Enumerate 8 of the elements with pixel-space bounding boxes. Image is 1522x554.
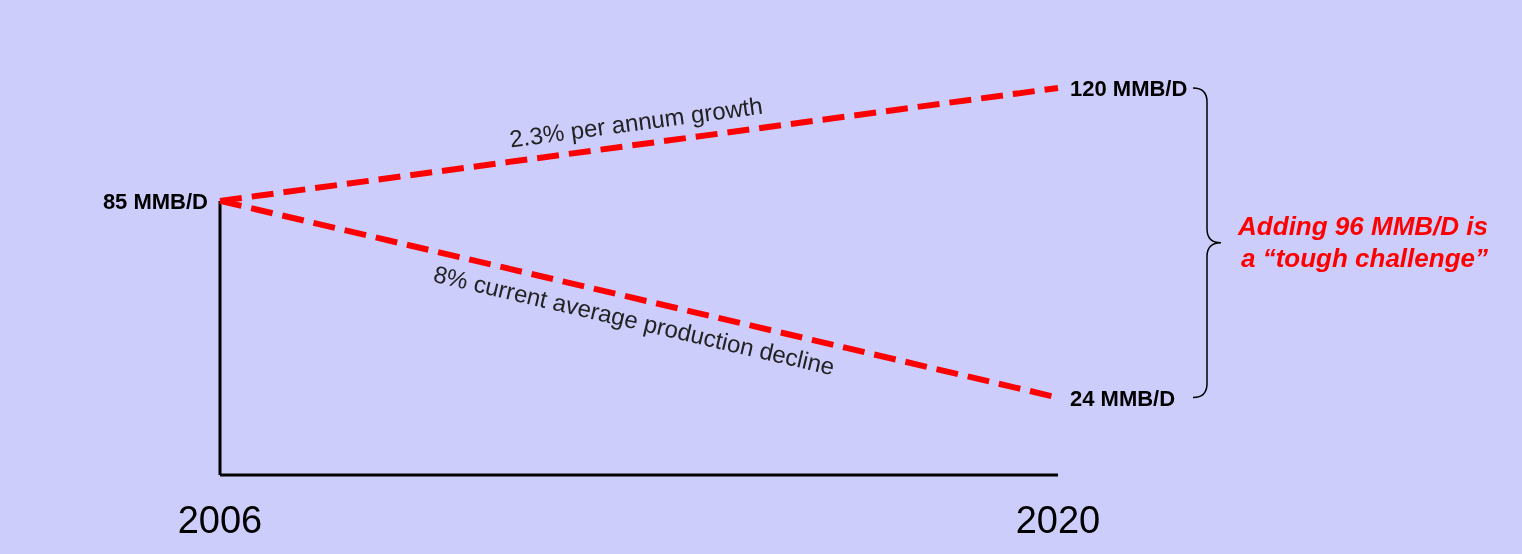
data-label: 120 MMB/D — [1070, 76, 1188, 101]
data-label: 85 MMB/D — [102, 188, 208, 214]
annotation: 2.3% per annum growth — [507, 91, 765, 153]
text: Adding 96 MMB/D is a “tough challenge” — [1237, 210, 1488, 273]
x-tick-label: 2020 — [1015, 499, 1101, 541]
annotation: 8% current average production decline — [430, 260, 838, 381]
data-label: 24 MMB/D — [1070, 385, 1176, 411]
x-tick-label: 2006 — [177, 499, 263, 541]
